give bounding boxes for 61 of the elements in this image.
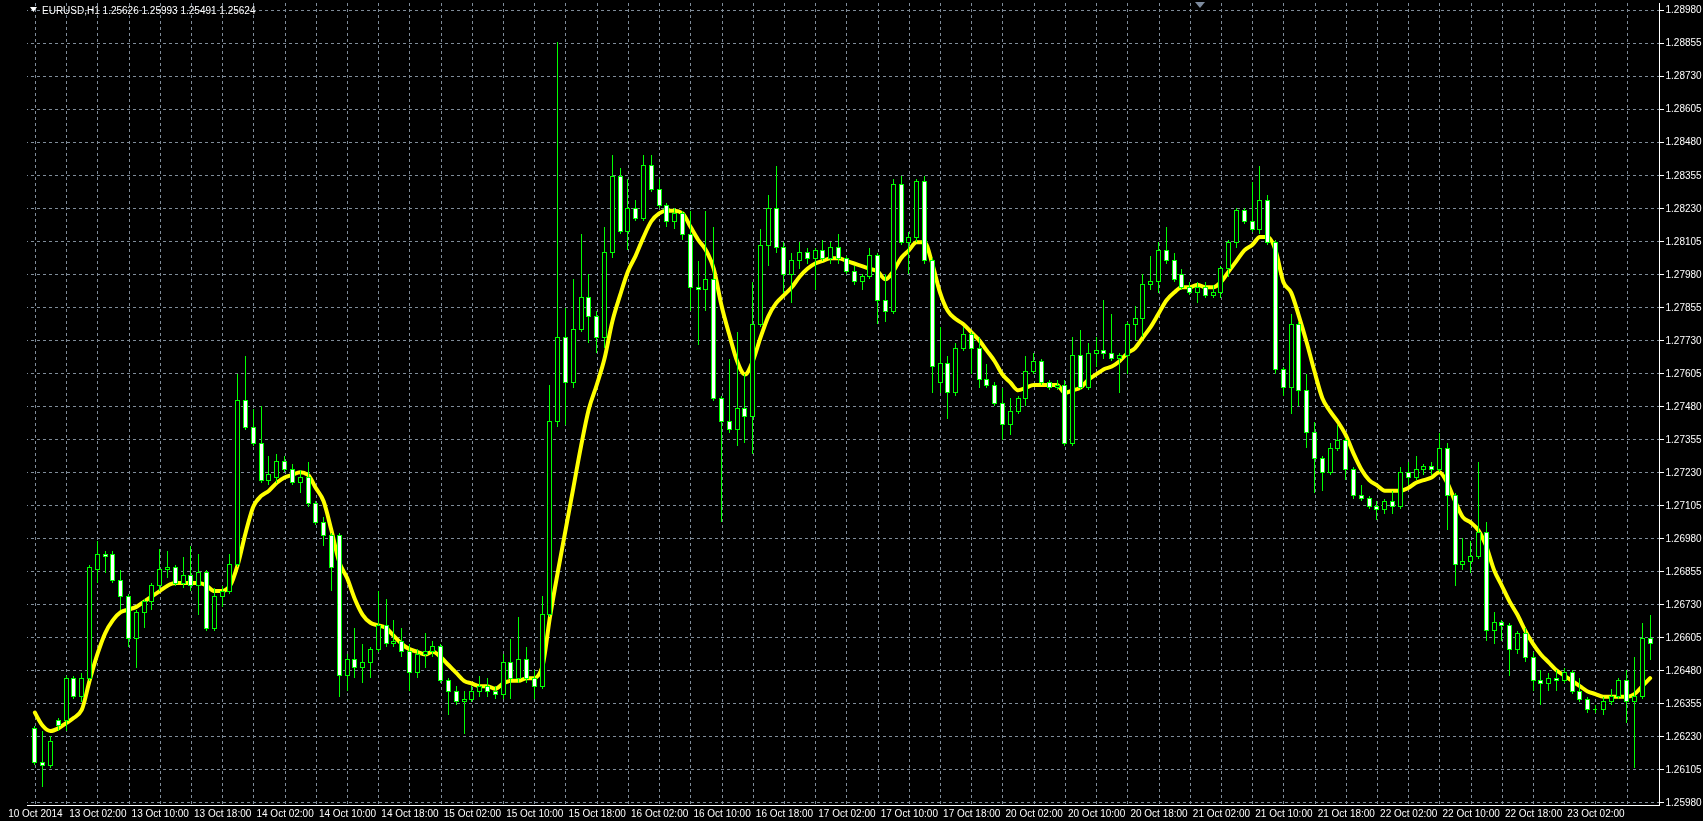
x-tick-label: 17 Oct 18:00 bbox=[943, 807, 1001, 819]
y-tick-label: 1.28730 bbox=[1665, 70, 1703, 82]
y-tick-label: 1.26105 bbox=[1665, 763, 1703, 775]
y-tick-label: 1.26605 bbox=[1665, 631, 1703, 643]
x-tick-label: 21 Oct 10:00 bbox=[1255, 807, 1313, 819]
y-tick-label: 1.28355 bbox=[1665, 169, 1703, 181]
y-tick-label: 1.26980 bbox=[1665, 532, 1703, 544]
y-tick-label: 1.28605 bbox=[1665, 103, 1703, 115]
y-tick-label: 1.25980 bbox=[1665, 796, 1703, 808]
y-tick-label: 1.27980 bbox=[1665, 268, 1703, 280]
x-tick-label: 15 Oct 18:00 bbox=[568, 807, 627, 819]
y-tick-label: 1.26480 bbox=[1665, 664, 1703, 676]
candlestick bbox=[422, 633, 428, 668]
candlestick bbox=[695, 260, 701, 346]
x-tick-label: 14 Oct 02:00 bbox=[256, 807, 315, 819]
x-tick-label: 13 Oct 18:00 bbox=[194, 807, 252, 819]
y-tick-label: 1.28980 bbox=[1665, 4, 1703, 16]
x-tick-label: 13 Oct 02:00 bbox=[69, 807, 127, 819]
x-tick-label: 15 Oct 10:00 bbox=[506, 807, 564, 819]
candlestick bbox=[461, 691, 467, 734]
x-tick-label: 21 Oct 02:00 bbox=[1192, 807, 1251, 819]
x-tick-label: 20 Oct 10:00 bbox=[1067, 807, 1126, 819]
y-tick-label: 1.27355 bbox=[1665, 433, 1703, 445]
x-tick-label: 16 Oct 10:00 bbox=[693, 807, 752, 819]
y-tick-label: 1.27605 bbox=[1665, 367, 1703, 379]
x-tick-label: 15 Oct 02:00 bbox=[443, 807, 502, 819]
y-tick-label: 1.28480 bbox=[1665, 136, 1703, 148]
candlestick bbox=[1631, 657, 1637, 769]
x-tick-label: 16 Oct 02:00 bbox=[631, 807, 689, 819]
x-tick-label: 22 Oct 18:00 bbox=[1504, 807, 1563, 819]
candlestick bbox=[1117, 353, 1122, 393]
candlestick bbox=[40, 731, 46, 787]
y-tick-label: 1.28105 bbox=[1665, 235, 1703, 247]
y-tick-label: 1.28855 bbox=[1665, 37, 1703, 49]
x-tick-label: 21 Oct 18:00 bbox=[1317, 807, 1376, 819]
x-tick-label: 16 Oct 18:00 bbox=[755, 807, 814, 819]
x-tick-label: 23 Oct 02:00 bbox=[1567, 807, 1626, 819]
y-tick-label: 1.27855 bbox=[1665, 301, 1703, 313]
y-tick-label: 1.26355 bbox=[1665, 697, 1703, 709]
y-tick-label: 1.27105 bbox=[1665, 499, 1703, 511]
candlestick bbox=[1101, 300, 1107, 359]
x-tick-label: 17 Oct 02:00 bbox=[818, 807, 876, 819]
x-tick-label: 20 Oct 18:00 bbox=[1130, 807, 1189, 819]
x-tick-label: 10 Oct 2014 bbox=[8, 807, 64, 819]
candlestick bbox=[1093, 337, 1099, 367]
x-tick-label: 17 Oct 10:00 bbox=[880, 807, 939, 819]
candlestick bbox=[1538, 670, 1544, 705]
x-tick-label: 20 Oct 02:00 bbox=[1005, 807, 1064, 819]
y-tick-label: 1.27730 bbox=[1665, 334, 1703, 346]
x-tick-label: 14 Oct 18:00 bbox=[381, 807, 440, 819]
y-tick-label: 1.26730 bbox=[1665, 598, 1703, 610]
x-tick-label: 22 Oct 10:00 bbox=[1442, 807, 1501, 819]
y-tick-label: 1.27480 bbox=[1665, 400, 1703, 412]
y-tick-label: 1.28230 bbox=[1665, 202, 1703, 214]
x-tick-label: 22 Oct 02:00 bbox=[1380, 807, 1438, 819]
y-tick-label: 1.26230 bbox=[1665, 730, 1703, 742]
y-tick-label: 1.26855 bbox=[1665, 565, 1703, 577]
x-tick-label: 14 Oct 10:00 bbox=[318, 807, 377, 819]
chart-title: EURUSD,H1 1.25626 1.25993 1.25491 1.25624 bbox=[42, 5, 256, 16]
y-tick-label: 1.27230 bbox=[1665, 466, 1703, 478]
x-tick-label: 13 Oct 10:00 bbox=[131, 807, 190, 819]
